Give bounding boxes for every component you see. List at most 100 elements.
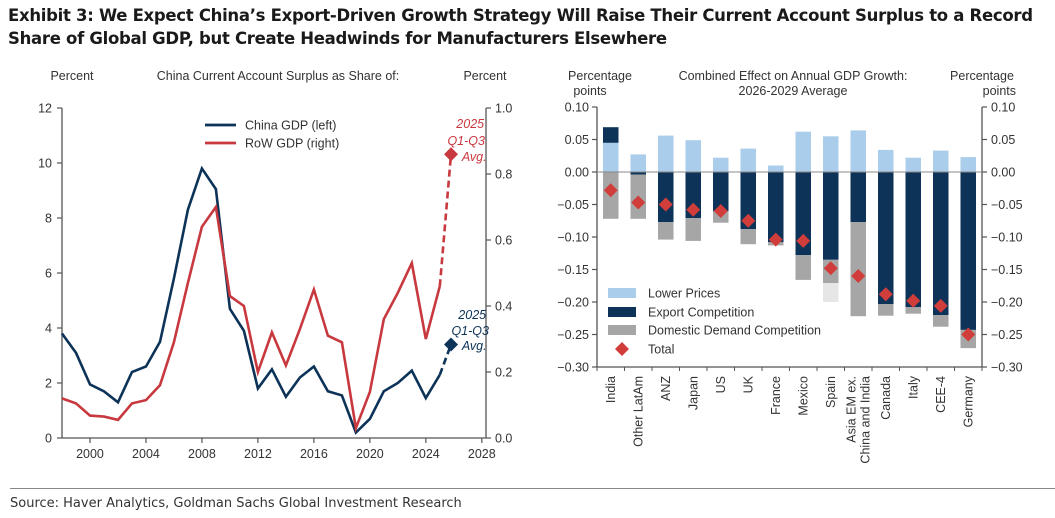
source-note: Source: Haver Analytics, Goldman Sachs G… [10,496,462,511]
legend-label-total: Total [648,343,674,357]
lower-prices-bar [603,142,619,173]
x-tick-label: 2016 [300,447,328,461]
legend-swatch-export-competition [608,307,636,317]
bar-y-axis-label-right-line1: Percentage [950,69,1014,83]
left-y-tick-label: 2 [45,377,52,391]
row-gdp-annotation-line: Q1-Q3 [447,134,485,148]
export-competition-bar [960,172,976,330]
bar-right-y-tick-label: −0.25 [991,328,1023,342]
total-marker [603,183,618,198]
total-marker [686,202,701,217]
exhibit-title: Exhibit 3: We Expect China’s Export-Driv… [8,6,1033,48]
x-tick-label: 2000 [76,447,104,461]
export-competition-bar [878,172,894,304]
bar-y-axis-label-left-line2: points [573,84,606,98]
left-y-tick-label: 12 [38,102,52,116]
export-competition-bar [823,172,839,260]
legend-label-lower-prices: Lower Prices [648,287,720,301]
category-label: India [604,376,618,403]
bar-left-y-tick-label: −0.20 [557,296,589,310]
bar-right-y-tick-label: −0.10 [991,231,1023,245]
lower-prices-bar [740,148,756,172]
export-competition-bar [850,172,866,222]
row-gdp-projection-marker [444,147,459,162]
right-y-tick-label: 0.0 [495,432,512,446]
domestic-demand-bar [933,315,949,327]
domestic-demand-bar [878,304,894,316]
lower-prices-bar [933,150,949,172]
right-bar-chart: 0.10 0.10 0.05 0.05 0.00 0.00 −0.05 −0.05 −0.10 −… [557,101,1022,464]
legend-label-domestic-demand: Domestic Demand Competition [648,324,821,338]
x-tick-label: 2012 [244,447,272,461]
china-gdp-annotation-line: Avg. [461,339,487,353]
left-y-tick-label: 10 [38,157,52,171]
total-marker [823,261,838,276]
lower-prices-bar [850,130,866,172]
legend-swatch-total [615,342,629,356]
export-competition-bar [658,172,674,222]
right-y-tick-label: 0.2 [495,366,512,380]
bar-right-y-tick-label: −0.20 [991,296,1023,310]
lower-prices-bar [658,135,674,172]
export-competition-bar [905,172,921,308]
bar-left-y-tick-label: −0.15 [557,263,589,277]
domestic-demand-bar [685,218,701,241]
right-y-tick-label: 0.4 [495,300,512,314]
total-marker [906,293,921,308]
china-gdp-projection-marker [444,337,459,352]
lower-prices-bar [685,140,701,172]
bar-right-y-tick-label: 0.05 [991,133,1015,147]
bar-y-axis-label-left-line1: Percentage [568,69,632,83]
legend-label-export-competition: Export Competition [648,306,754,320]
export-competition-bar [630,172,646,175]
export-competition-bar [768,172,784,243]
lower-prices-bar [823,136,839,173]
export-competition-bar [740,172,756,230]
footer-divider [10,488,1055,489]
category-label: UK [741,375,755,393]
x-tick-label: 2028 [468,447,496,461]
bar-left-y-tick-label: −0.25 [557,328,589,342]
category-label: Asia EM ex. [844,376,858,443]
bar-right-y-tick-label: −0.05 [991,198,1023,212]
domestic-demand-bar [795,255,811,280]
china-gdp-annotation-line: 2025 [457,308,486,322]
lower-prices-bar [878,149,894,172]
x-tick-label: 2020 [356,447,384,461]
legend-label-row-gdp: RoW GDP (right) [245,137,339,151]
china-gdp-line [60,165,441,435]
domestic-demand-bar [740,229,756,245]
row-gdp-projection-line [438,154,453,287]
lower-prices-bar [795,131,811,172]
legend-swatch-lower-prices [608,288,636,298]
total-marker [658,197,673,212]
total-marker [851,269,866,283]
category-label: ANZ [659,376,673,401]
right-y-tick-label: 0.6 [495,234,512,248]
row-gdp-line [61,203,442,434]
category-label: Canada [879,376,893,420]
category-label: Spain [824,376,838,408]
bar-y-axis-label-right-line2: points [983,84,1016,98]
left-chart-title: China Current Account Surplus as Share o… [157,69,400,83]
bar-left-y-tick-label: −0.05 [557,198,589,212]
category-label: Germany [961,375,975,427]
lower-prices-bar [905,157,921,172]
total-marker [961,327,976,342]
legend-label-china-gdp: China GDP (left) [245,119,336,133]
x-tick-label: 2004 [132,447,160,461]
domestic-demand-faded-bar [823,283,839,302]
bar-left-y-tick-label: 0.05 [565,133,589,147]
category-label: Mexico [796,376,810,416]
bar-right-y-tick-label: 0.00 [991,166,1015,180]
total-marker [878,287,893,302]
export-competition-bar [603,127,619,143]
lower-prices-bar [960,157,976,172]
category-label: France [769,376,783,415]
lower-prices-bar [713,157,729,172]
export-competition-bar [713,172,729,211]
total-marker [796,233,811,248]
domestic-demand-bar [905,307,921,314]
category-label: Japan [686,376,700,410]
